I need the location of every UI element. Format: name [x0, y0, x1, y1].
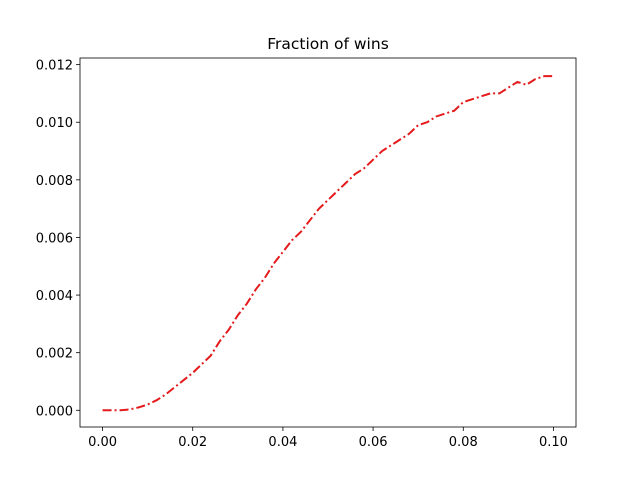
- y-tick-label: 0.010: [36, 116, 73, 131]
- y-tick-label: 0.004: [36, 289, 73, 304]
- y-tick-label: 0.012: [36, 59, 73, 74]
- y-tick-label: 0.000: [36, 404, 73, 419]
- x-tick-label: 0.06: [359, 435, 388, 450]
- plot-frame: [79, 57, 577, 428]
- y-tick-label: 0.008: [36, 174, 73, 189]
- x-tick-label: 0.00: [88, 435, 117, 450]
- x-tick-label: 0.02: [178, 435, 207, 450]
- data-line: [102, 75, 554, 412]
- x-tick-label: 0.08: [449, 435, 478, 450]
- chart-title: Fraction of wins: [267, 35, 389, 53]
- y-tick-label: 0.006: [36, 231, 73, 246]
- x-tick-label: 0.04: [268, 435, 297, 450]
- x-tick-label: 0.10: [539, 435, 568, 450]
- y-tick-label: 0.002: [36, 347, 73, 362]
